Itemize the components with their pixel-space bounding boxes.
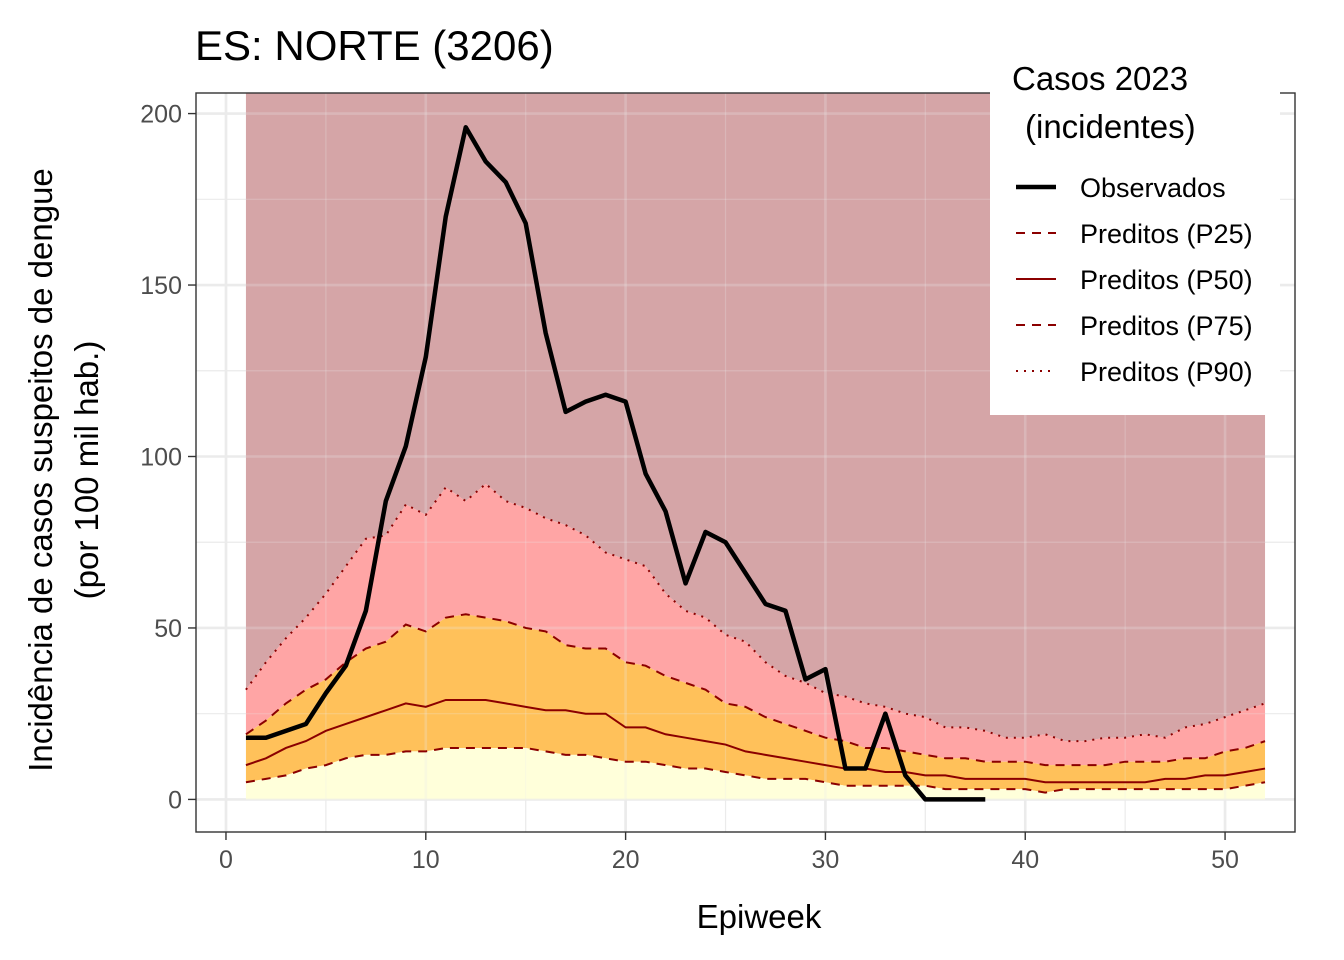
legend: Casos 2023 (incidentes) Observados Predi… <box>990 58 1280 415</box>
chart-title: ES: NORTE (3206) <box>195 22 554 69</box>
legend-label-p90: Preditos (P90) <box>1080 357 1253 387</box>
line-p75 <box>245 613 1266 767</box>
band-below-p25 <box>245 747 1266 800</box>
y-axis: 0 50 100 150 200 <box>140 101 196 814</box>
y-tick-label: 200 <box>140 101 182 129</box>
panel-border <box>195 92 1296 833</box>
prediction-lines <box>245 482 1266 794</box>
x-tick-label: 20 <box>612 846 640 874</box>
x-tick-label: 0 <box>219 846 233 874</box>
line-p25 <box>245 746 1266 794</box>
observed-layer <box>245 125 986 802</box>
y-axis-title-line1: Incidência de casos suspeitos de dengue <box>22 168 59 772</box>
y-tick-label: 100 <box>140 443 182 471</box>
legend-title-line2: (incidentes) <box>1025 108 1196 145</box>
y-axis-title-line2: (por 100 mil hab.) <box>68 341 105 600</box>
band-p75-p90 <box>245 483 1266 766</box>
y-tick-label: 150 <box>140 272 182 300</box>
y-tick-label: 0 <box>168 786 182 814</box>
legend-label-p25: Preditos (P25) <box>1080 219 1253 249</box>
legend-label-observados: Observados <box>1080 173 1226 203</box>
x-tick-label: 50 <box>1211 846 1239 874</box>
x-tick-label: 10 <box>412 846 440 874</box>
legend-background <box>990 58 1280 415</box>
line-observed <box>245 125 986 802</box>
legend-label-p50: Preditos (P50) <box>1080 265 1253 295</box>
x-axis-title: Epiweek <box>697 898 822 935</box>
x-tick-label: 40 <box>1011 846 1039 874</box>
y-tick-label: 50 <box>154 615 182 643</box>
line-p50 <box>245 698 1266 784</box>
legend-label-p75: Preditos (P75) <box>1080 311 1253 341</box>
legend-title-line1: Casos 2023 <box>1012 60 1188 97</box>
x-axis: 0 10 20 30 40 50 <box>219 832 1239 874</box>
x-tick-label: 30 <box>812 846 840 874</box>
